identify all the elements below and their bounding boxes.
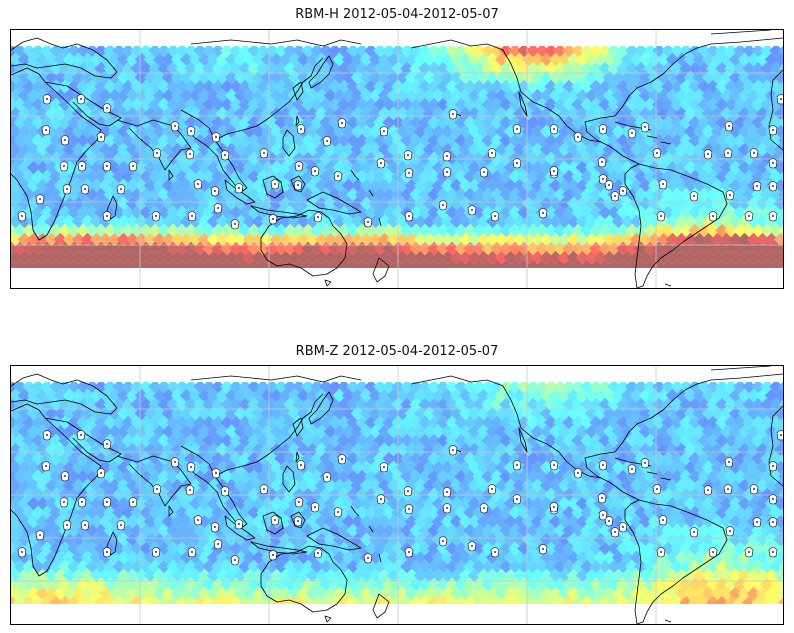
panel-rbm-h-title: RBM-H 2012-05-04-2012-05-07 xyxy=(295,7,499,22)
coastlines xyxy=(11,366,783,624)
panel-rbm-z-title: RBM-Z 2012-05-04-2012-05-07 xyxy=(295,344,499,359)
heatmap-layer xyxy=(11,382,783,604)
station-marker xyxy=(776,94,783,105)
station-marker xyxy=(776,430,783,441)
station-markers xyxy=(17,430,783,566)
heatmap-layer xyxy=(11,46,783,268)
panel-rbm-z-map xyxy=(10,365,784,625)
graticule xyxy=(11,366,783,624)
panel-rbm-h-map xyxy=(10,29,784,289)
graticule xyxy=(11,30,783,288)
map-rbm-h-svg xyxy=(11,30,783,288)
map-rbm-z-svg xyxy=(11,366,783,624)
station-markers xyxy=(17,94,783,230)
